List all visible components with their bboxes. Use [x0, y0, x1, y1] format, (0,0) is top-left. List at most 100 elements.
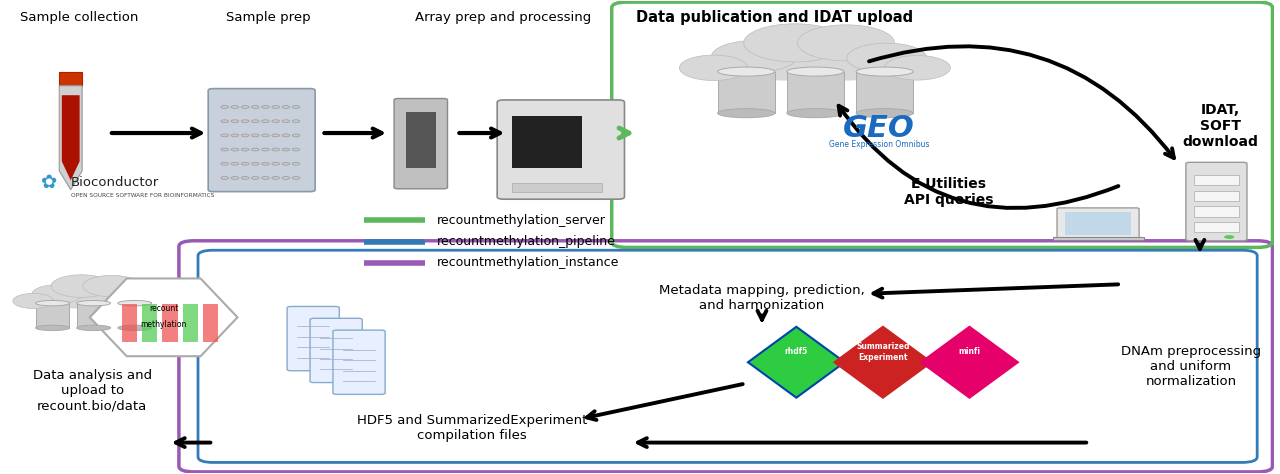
- Circle shape: [32, 285, 83, 304]
- Circle shape: [232, 120, 239, 123]
- Ellipse shape: [36, 325, 69, 330]
- Circle shape: [113, 286, 160, 304]
- Circle shape: [251, 134, 259, 137]
- Text: Metadata mapping, prediction,
and harmonization: Metadata mapping, prediction, and harmon…: [659, 284, 865, 312]
- Circle shape: [282, 148, 289, 151]
- Circle shape: [242, 106, 248, 109]
- Bar: [718, 72, 774, 113]
- Text: Array prep and processing: Array prep and processing: [416, 11, 591, 24]
- Ellipse shape: [77, 301, 110, 306]
- Circle shape: [251, 162, 259, 165]
- Circle shape: [884, 55, 950, 80]
- Circle shape: [261, 134, 269, 137]
- Bar: [142, 304, 157, 342]
- Bar: [1065, 212, 1132, 235]
- Bar: [183, 304, 198, 342]
- Bar: [1193, 206, 1239, 217]
- Circle shape: [221, 162, 229, 165]
- Text: HDF5 and SummarizedExperiment
compilation files: HDF5 and SummarizedExperiment compilatio…: [357, 414, 588, 442]
- Text: E-Utilities
API queries: E-Utilities API queries: [905, 177, 993, 207]
- Text: IDAT,
SOFT
download: IDAT, SOFT download: [1183, 103, 1258, 149]
- Circle shape: [261, 148, 269, 151]
- Circle shape: [251, 120, 259, 123]
- Circle shape: [271, 148, 279, 151]
- Bar: [59, 72, 82, 86]
- Bar: [512, 182, 602, 192]
- Circle shape: [712, 41, 797, 73]
- Circle shape: [242, 148, 248, 151]
- Circle shape: [232, 106, 239, 109]
- Circle shape: [282, 120, 289, 123]
- FancyBboxPatch shape: [1057, 208, 1139, 238]
- Bar: [512, 117, 582, 168]
- Bar: [163, 304, 178, 342]
- Bar: [77, 303, 110, 328]
- Circle shape: [282, 134, 289, 137]
- Ellipse shape: [694, 55, 938, 81]
- Circle shape: [292, 148, 300, 151]
- Circle shape: [261, 162, 269, 165]
- Text: recountmethylation_pipeline: recountmethylation_pipeline: [438, 235, 616, 248]
- Text: DNAm preprocessing
and uniform
normalization: DNAm preprocessing and uniform normaliza…: [1121, 346, 1261, 389]
- FancyBboxPatch shape: [333, 330, 385, 394]
- Text: Data analysis and
upload to
recount.bio/data: Data analysis and upload to recount.bio/…: [33, 369, 152, 412]
- Text: Gene Expression Omnibus: Gene Expression Omnibus: [829, 140, 929, 149]
- Ellipse shape: [787, 67, 844, 76]
- Bar: [1193, 191, 1239, 201]
- Ellipse shape: [718, 67, 774, 76]
- Text: Data publication and IDAT upload: Data publication and IDAT upload: [636, 10, 913, 25]
- Ellipse shape: [77, 325, 110, 330]
- Text: Sample collection: Sample collection: [20, 11, 138, 24]
- FancyBboxPatch shape: [287, 307, 339, 371]
- FancyBboxPatch shape: [497, 100, 625, 199]
- Text: recount: recount: [148, 304, 178, 313]
- Circle shape: [744, 24, 846, 62]
- Text: OPEN SOURCE SOFTWARE FOR BIOINFORMATICS: OPEN SOURCE SOFTWARE FOR BIOINFORMATICS: [70, 193, 214, 198]
- Circle shape: [51, 275, 113, 297]
- Circle shape: [271, 134, 279, 137]
- Circle shape: [83, 275, 141, 297]
- Circle shape: [261, 176, 269, 179]
- Bar: [1052, 237, 1143, 240]
- Circle shape: [242, 176, 248, 179]
- Ellipse shape: [118, 325, 151, 330]
- Polygon shape: [835, 327, 932, 398]
- Polygon shape: [922, 327, 1018, 398]
- Circle shape: [797, 25, 895, 61]
- Polygon shape: [748, 327, 845, 398]
- Ellipse shape: [787, 109, 844, 118]
- Text: Bioconductor: Bioconductor: [70, 176, 159, 189]
- Circle shape: [271, 120, 279, 123]
- Circle shape: [232, 134, 239, 137]
- Ellipse shape: [20, 293, 166, 309]
- Text: recountmethylation_server: recountmethylation_server: [438, 214, 607, 227]
- Bar: [1193, 222, 1239, 232]
- Text: methylation: methylation: [141, 320, 187, 329]
- Circle shape: [221, 134, 229, 137]
- Circle shape: [13, 293, 54, 309]
- Bar: [406, 112, 436, 168]
- Circle shape: [271, 176, 279, 179]
- Bar: [787, 72, 844, 113]
- FancyBboxPatch shape: [394, 99, 448, 189]
- Polygon shape: [59, 86, 82, 190]
- Circle shape: [282, 162, 289, 165]
- Ellipse shape: [36, 301, 69, 306]
- FancyBboxPatch shape: [310, 318, 362, 383]
- Circle shape: [292, 106, 300, 109]
- Circle shape: [251, 106, 259, 109]
- Ellipse shape: [856, 67, 913, 76]
- Text: rhdf5: rhdf5: [785, 347, 808, 356]
- Circle shape: [221, 148, 229, 151]
- Ellipse shape: [118, 301, 151, 306]
- Ellipse shape: [718, 109, 774, 118]
- Bar: [1193, 175, 1239, 185]
- Circle shape: [242, 120, 248, 123]
- Circle shape: [242, 134, 248, 137]
- Text: GEO: GEO: [844, 114, 915, 143]
- Circle shape: [271, 106, 279, 109]
- Circle shape: [261, 106, 269, 109]
- Circle shape: [232, 176, 239, 179]
- Circle shape: [292, 162, 300, 165]
- Circle shape: [251, 176, 259, 179]
